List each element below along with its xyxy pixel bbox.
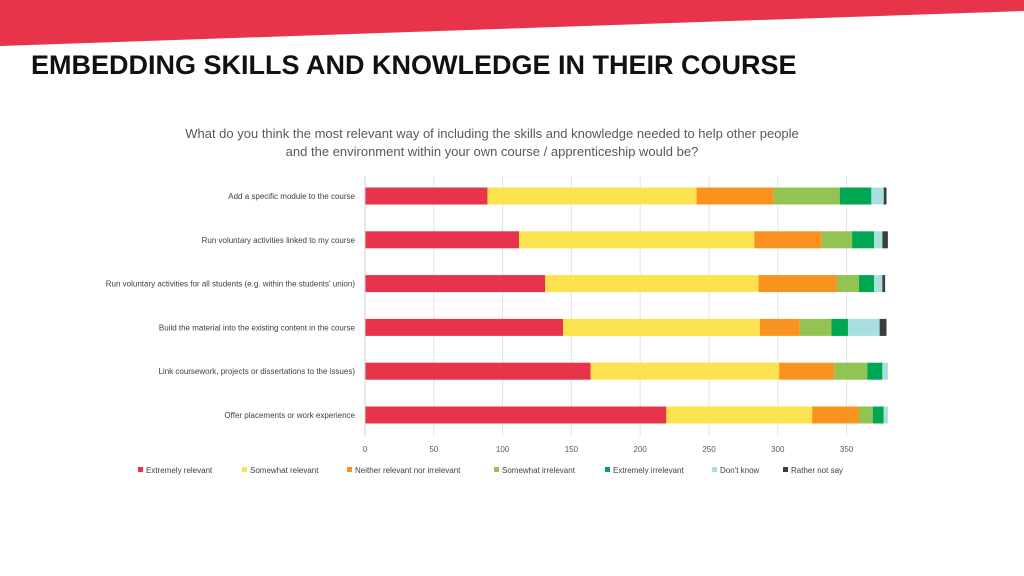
bar-segment-4-6 <box>847 318 880 336</box>
bar-segment-5-4 <box>834 362 868 380</box>
bar-segment-6-1 <box>365 406 667 424</box>
bar-segment-2-2 <box>519 231 755 249</box>
bar-segment-3-5 <box>858 275 875 293</box>
legend-label-1: Extremely relevant <box>146 466 213 475</box>
category-label-1: Add a specific module to the course <box>228 192 355 201</box>
x-tick-label-150: 150 <box>565 445 579 454</box>
x-tick-label-200: 200 <box>634 445 648 454</box>
bar-segment-2-6 <box>874 231 883 249</box>
bar-segment-6-2 <box>666 406 813 424</box>
bar-segment-5-1 <box>365 362 591 380</box>
bar-segment-5-6 <box>882 362 888 380</box>
bar-segment-2-5 <box>852 231 875 249</box>
legend-swatch-6 <box>712 467 717 472</box>
legend-swatch-2 <box>242 467 247 472</box>
slide-title: EMBEDDING SKILLS AND KNOWLEDGE IN THEIR … <box>31 50 797 80</box>
bar-segment-4-5 <box>831 318 848 336</box>
bar-segment-3-6 <box>874 275 883 293</box>
chart-title-line-1: What do you think the most relevant way … <box>185 126 799 141</box>
legend-swatch-4 <box>494 467 499 472</box>
category-label-4: Build the material into the existing con… <box>159 323 356 332</box>
bar-segment-1-2 <box>487 187 697 205</box>
x-tick-label-100: 100 <box>496 445 510 454</box>
bar-segment-1-7 <box>883 187 887 205</box>
bar-segment-6-6 <box>883 406 888 424</box>
chart-title-line-2: and the environment within your own cour… <box>285 144 699 159</box>
bar-segment-3-3 <box>758 275 837 293</box>
legend-swatch-1 <box>138 467 143 472</box>
bar-segment-3-4 <box>836 275 859 293</box>
bar-segment-4-4 <box>799 318 832 336</box>
bar-segment-6-4 <box>858 406 873 424</box>
category-label-5: Link coursework, projects or dissertatio… <box>158 367 355 376</box>
bar-segment-6-5 <box>872 406 884 424</box>
bar-segment-1-4 <box>773 187 840 205</box>
bar-segment-3-2 <box>545 275 759 293</box>
bar-segment-5-5 <box>867 362 883 380</box>
x-tick-label-250: 250 <box>702 445 716 454</box>
x-tick-label-0: 0 <box>363 445 368 454</box>
bar-segment-2-4 <box>821 231 853 249</box>
legend-label-4: Somewhat irrelevant <box>502 466 576 475</box>
bar-segment-6-3 <box>812 406 859 424</box>
bar-segment-4-7 <box>879 318 887 336</box>
bar-segment-2-3 <box>754 231 822 249</box>
bar-segment-3-7 <box>882 275 886 293</box>
bar-segment-1-1 <box>365 187 488 205</box>
bar-segment-5-2 <box>590 362 780 380</box>
legend-label-6: Don't know <box>720 466 760 475</box>
bar-segment-5-3 <box>779 362 835 380</box>
bar-segment-1-5 <box>839 187 872 205</box>
legend-swatch-3 <box>347 467 352 472</box>
x-tick-label-50: 50 <box>429 445 438 454</box>
category-label-6: Offer placements or work experience <box>224 411 355 420</box>
legend-label-2: Somewhat relevant <box>250 466 319 475</box>
x-tick-label-350: 350 <box>840 445 854 454</box>
category-label-2: Run voluntary activities linked to my co… <box>202 236 356 245</box>
legend-label-3: Neither relevant nor irrelevant <box>355 466 461 475</box>
bar-segment-4-1 <box>365 318 564 336</box>
legend-label-7: Rather not say <box>791 466 843 475</box>
x-tick-label-300: 300 <box>771 445 785 454</box>
bar-segment-1-6 <box>871 187 884 205</box>
bar-segment-2-7 <box>882 231 888 249</box>
chart-title: What do you think the most relevant way … <box>150 125 834 161</box>
bar-segment-2-1 <box>365 231 520 249</box>
bar-segment-4-3 <box>759 318 800 336</box>
bar-segment-4-2 <box>563 318 760 336</box>
bar-segment-3-1 <box>365 275 546 293</box>
bar-segment-1-3 <box>696 187 774 205</box>
legend-label-5: Extremely irrelevant <box>613 466 684 475</box>
category-label-3: Run voluntary activities for all student… <box>106 280 356 289</box>
legend-swatch-7 <box>783 467 788 472</box>
header-banner <box>0 0 1024 46</box>
legend-swatch-5 <box>605 467 610 472</box>
